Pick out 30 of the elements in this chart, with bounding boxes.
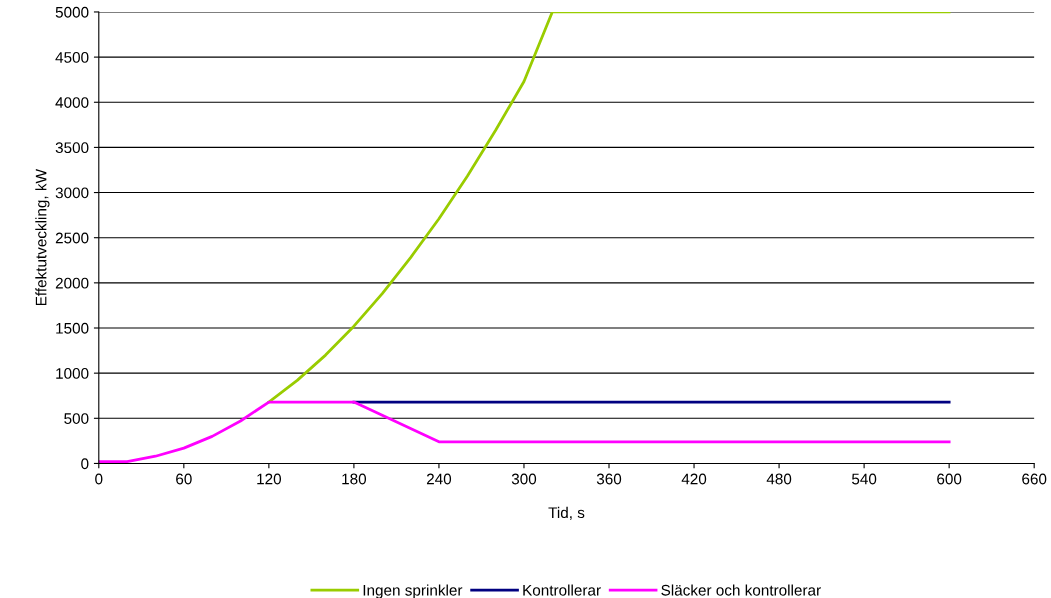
x-tick-label: 60 (176, 473, 192, 485)
legend-label: Släcker och kontrollerar (661, 584, 821, 596)
y-tick-label: 4000 (55, 97, 89, 108)
x-tick-label: 240 (426, 473, 452, 485)
line-series (267, 11, 951, 404)
y-tick-label: 0 (81, 458, 89, 470)
x-tick-label: 480 (766, 473, 792, 485)
y-tick-label: 500 (64, 413, 89, 424)
x-tick-label: 180 (342, 473, 367, 485)
y-tick-label: 1000 (56, 368, 89, 379)
x-axis-title: Tid, s (548, 506, 585, 520)
line-series (98, 400, 951, 464)
y-tick-label: 4500 (55, 51, 89, 63)
y-tick-label: 3000 (55, 187, 89, 199)
x-tick-label: 0 (95, 473, 103, 485)
x-tick-label: 360 (596, 473, 622, 485)
y-axis-title: Effektutveckling, kW (35, 169, 50, 306)
y-tick-label: 1500 (56, 322, 89, 334)
x-tick-label: 420 (681, 473, 707, 485)
x-tick-label: 660 (1022, 473, 1047, 485)
legend-label: Ingen sprinkler (363, 584, 463, 598)
x-tick-label: 120 (257, 473, 282, 485)
x-tick-label: 300 (511, 473, 537, 485)
legend-label: Kontrollerar (523, 584, 601, 596)
x-tick-label: 540 (851, 473, 877, 485)
x-tick-label: 600 (937, 473, 962, 485)
y-tick-label: 5000 (55, 6, 89, 18)
y-tick-label: 2000 (55, 277, 89, 289)
y-tick-label: 2500 (55, 232, 89, 244)
y-tick-label: 3500 (55, 142, 89, 154)
